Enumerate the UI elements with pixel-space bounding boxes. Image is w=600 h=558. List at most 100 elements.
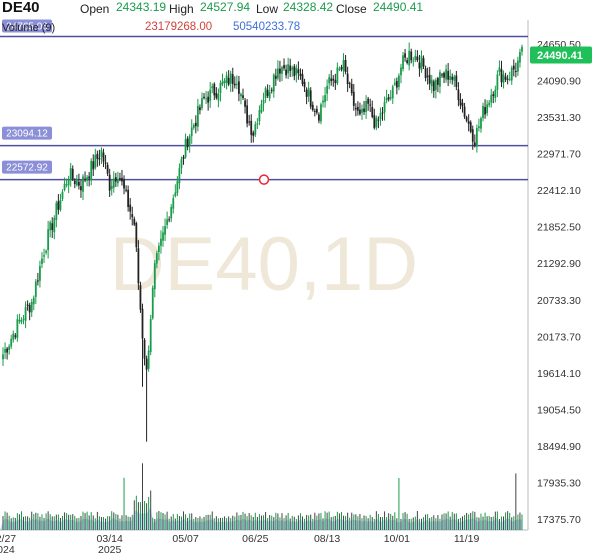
candle-body [336,67,339,84]
candle-body [480,118,482,129]
candle-body [385,98,388,101]
low-value: 24328.42 [283,0,334,14]
candle-body [88,176,91,179]
close-value: 24490.41 [373,0,424,14]
y-tick-label: 18494.90 [537,441,581,453]
candle-body [39,266,41,281]
candle-body [182,156,185,159]
y-tick-label: 17935.30 [537,477,581,489]
candle-body [350,84,353,93]
candle-body [36,280,39,282]
candle-body [258,110,261,122]
candle-body [63,183,66,191]
candle-body [276,68,279,79]
candle-body [305,89,308,97]
candle-body [428,74,431,84]
x-tick-year: 2025 [98,544,122,556]
line-handle [258,174,270,185]
candle-body [463,106,466,117]
candle-body [391,86,394,99]
candle-body [240,94,242,97]
candle-body [20,319,23,323]
candle-body [354,107,357,110]
low-label: Low [256,2,279,16]
candle-body [303,81,306,88]
candle-body [490,94,493,103]
candle-body [363,108,365,112]
y-tick-label: 21852.50 [537,222,581,234]
candle-body [119,177,121,180]
candle-body [484,107,486,115]
candle-body [356,106,359,111]
candle-body [291,67,294,70]
candle-body [211,86,214,89]
candle-body [164,226,166,235]
candle-body [482,105,484,119]
candle-body [496,74,499,90]
candle-body [49,222,52,231]
candle-body [408,50,411,66]
candle-body [521,46,523,52]
candle-body [254,124,257,135]
candle-body [416,56,419,61]
candle-body [59,199,62,210]
candle-body [221,81,224,85]
candle-body [281,67,283,74]
candle-body [285,69,287,76]
candle-body [78,181,80,186]
y-tick-label: 20733.30 [537,295,581,307]
candle-body [299,73,302,76]
candle-body [55,202,58,220]
candle-body [439,72,441,87]
candle-body [260,104,263,113]
candle-body [430,79,433,87]
candle-body [434,79,437,91]
candle-body [67,180,70,186]
candle-body [114,177,117,182]
candle-body [151,287,154,319]
candle-body [145,358,148,370]
candle-body [242,95,244,98]
candle-body [108,174,111,191]
candle-body [184,139,187,158]
candle-body [492,94,495,97]
candle-body [47,229,50,251]
candle-body [188,136,191,147]
candle-body [494,89,497,98]
candle-body [22,318,25,320]
candle-body [404,53,406,58]
candle-body [65,184,68,186]
hline-badge [2,19,52,33]
candle-body [270,89,273,91]
candle-body [283,65,285,69]
candle-body [338,69,341,71]
candle-body [45,250,47,253]
candle-body [53,218,56,233]
candle-body [149,318,152,352]
candle-body [453,76,456,81]
candle-body [498,67,501,72]
candle-body [32,297,35,305]
candle-body [512,65,515,70]
candle-body [426,75,429,77]
candle-body [92,161,95,170]
candle-body [12,333,15,340]
candle-body [293,66,296,77]
candle-body [104,162,107,164]
candle-body [311,104,314,111]
candle-body [320,104,322,122]
candle-body [90,160,93,181]
candle-body [272,74,275,92]
candle-body [102,152,105,162]
candle-body [508,78,511,80]
candle-body [459,99,462,106]
candle-body [26,304,29,306]
candle-body [318,114,320,121]
candle-body [322,100,324,103]
candle-body [168,219,171,221]
candle-body [297,69,300,73]
candle-body [346,73,349,84]
ohlc-header: DE40 Open 24343.19 High 24527.94 Low 243… [0,0,600,20]
candle-body [166,219,169,225]
